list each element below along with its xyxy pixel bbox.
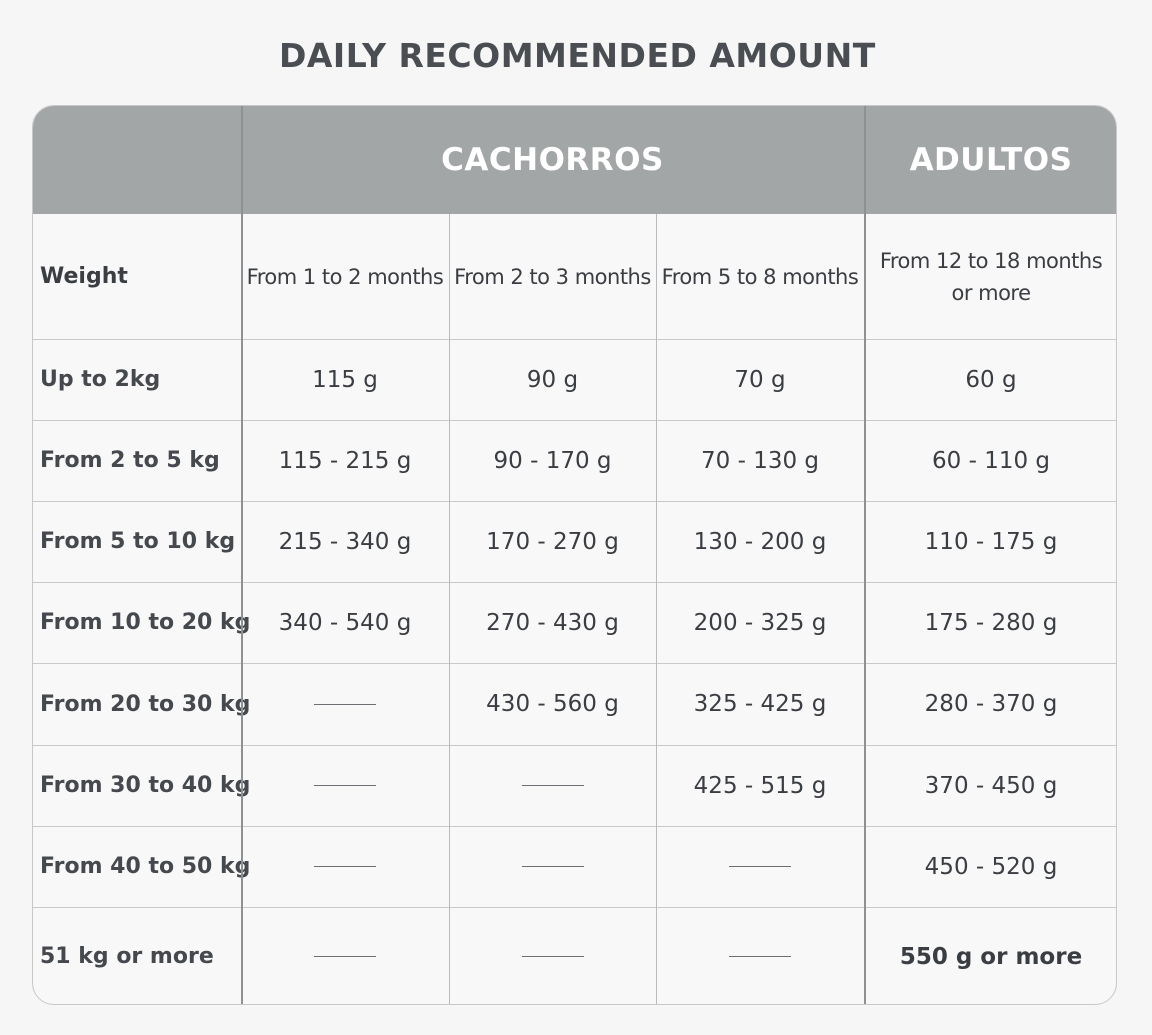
amount-cell: 175 - 280 g bbox=[924, 609, 1058, 636]
empty-cell bbox=[449, 907, 656, 1004]
column-header: From 1 to 2 months bbox=[246, 264, 444, 289]
row-weight-label: From 20 to 30 kg bbox=[40, 691, 251, 717]
row-weight-label: Up to 2kg bbox=[40, 367, 161, 392]
amount-cell: 60 g bbox=[965, 366, 1017, 393]
row-weight-label: From 10 to 20 kg bbox=[40, 610, 251, 635]
column-divider bbox=[241, 106, 243, 1004]
empty-cell bbox=[241, 745, 449, 826]
dash-placeholder bbox=[729, 866, 791, 867]
amount-cell: 430 - 560 g bbox=[486, 691, 619, 717]
empty-cell bbox=[449, 745, 656, 826]
group-label-puppies: CACHORROS bbox=[441, 142, 664, 178]
page-title: DAILY RECOMMENDED AMOUNT bbox=[279, 36, 876, 75]
column-divider bbox=[449, 214, 450, 1004]
amount-cell: 280 - 370 g bbox=[924, 691, 1058, 717]
row-divider bbox=[33, 745, 1116, 746]
column-header-line: or more bbox=[951, 280, 1031, 305]
amount-cell: 70 - 130 g bbox=[701, 447, 819, 474]
row-divider bbox=[33, 501, 1116, 502]
row-divider bbox=[33, 826, 1116, 827]
dash-placeholder bbox=[729, 956, 791, 957]
group-label-adults: ADULTOS bbox=[909, 142, 1073, 178]
dash-placeholder bbox=[314, 956, 376, 957]
row-weight-label: From 40 to 50 kg bbox=[40, 854, 251, 879]
column-divider bbox=[864, 106, 866, 1004]
amount-cell: 170 - 270 g bbox=[486, 528, 619, 555]
empty-cell bbox=[241, 826, 449, 907]
amount-cell: 550 g or more bbox=[899, 943, 1083, 970]
dash-placeholder bbox=[521, 866, 584, 867]
feeding-table: CACHORROS ADULTOS Weight From 1 to 2 mont… bbox=[32, 105, 1117, 1005]
amount-cell: 270 - 430 g bbox=[486, 609, 619, 636]
dash-placeholder bbox=[521, 956, 584, 957]
amount-cell: 110 - 175 g bbox=[924, 528, 1058, 555]
empty-cell bbox=[241, 907, 449, 1004]
row-divider bbox=[33, 907, 1116, 908]
amount-cell: 70 g bbox=[734, 366, 786, 393]
amount-cell: 90 - 170 g bbox=[493, 447, 612, 474]
dash-placeholder bbox=[314, 785, 376, 786]
amount-cell: 215 - 340 g bbox=[278, 528, 412, 555]
empty-cell bbox=[656, 907, 864, 1004]
row-weight-label: From 30 to 40 kg bbox=[40, 773, 251, 798]
row-divider bbox=[33, 339, 1116, 340]
dash-placeholder bbox=[521, 785, 584, 786]
column-header-weight: Weight bbox=[40, 263, 128, 289]
empty-cell bbox=[656, 826, 864, 907]
table-header-band bbox=[33, 106, 1116, 214]
amount-cell: 325 - 425 g bbox=[693, 691, 827, 717]
column-header: From 2 to 3 months bbox=[454, 264, 651, 289]
amount-cell: 425 - 515 g bbox=[693, 772, 827, 799]
amount-cell: 200 - 325 g bbox=[693, 609, 827, 636]
amount-cell: 130 - 200 g bbox=[693, 528, 827, 555]
amount-cell: 115 g bbox=[312, 366, 378, 393]
row-divider bbox=[33, 663, 1116, 664]
empty-cell bbox=[449, 826, 656, 907]
row-weight-label: 51 kg or more bbox=[40, 944, 214, 969]
amount-cell: 60 - 110 g bbox=[932, 447, 1050, 474]
amount-cell: 340 - 540 g bbox=[278, 609, 412, 636]
column-header: From 5 to 8 months bbox=[661, 264, 859, 289]
empty-cell bbox=[241, 663, 449, 745]
dash-placeholder bbox=[314, 866, 376, 867]
amount-cell: 370 - 450 g bbox=[924, 772, 1058, 799]
row-divider bbox=[33, 420, 1116, 421]
column-header: From 12 to 18 months or more bbox=[864, 214, 1116, 339]
amount-cell: 115 - 215 g bbox=[278, 447, 412, 474]
amount-cell: 450 - 520 g bbox=[924, 853, 1058, 880]
row-weight-label: From 2 to 5 kg bbox=[40, 448, 220, 473]
dash-placeholder bbox=[314, 703, 376, 705]
row-weight-label: From 5 to 10 kg bbox=[40, 529, 236, 554]
column-header-line: From 12 to 18 months bbox=[879, 248, 1103, 273]
column-divider bbox=[656, 214, 657, 1004]
amount-cell: 90 g bbox=[526, 366, 579, 393]
row-divider bbox=[33, 582, 1116, 583]
